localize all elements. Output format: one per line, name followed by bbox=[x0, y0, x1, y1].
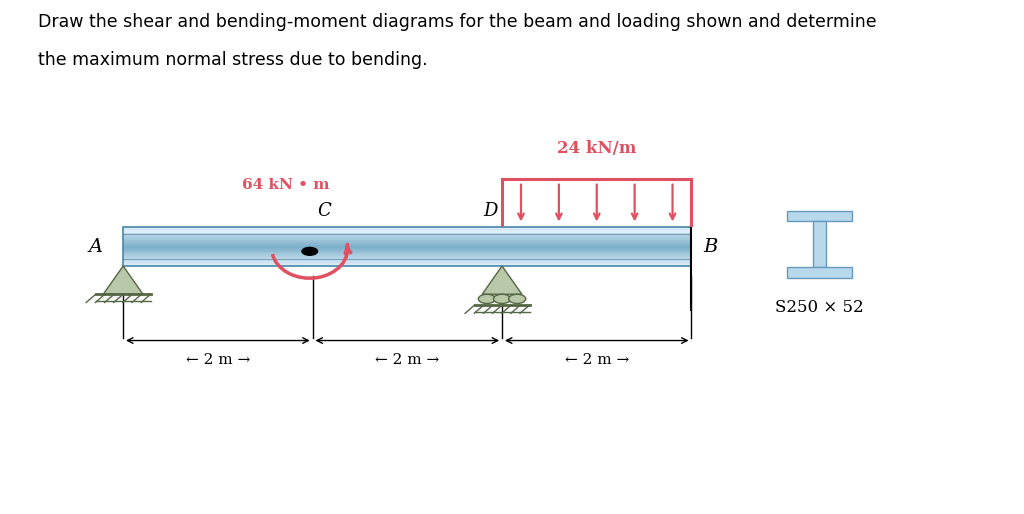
Text: D: D bbox=[483, 201, 498, 220]
Circle shape bbox=[301, 247, 318, 256]
Bar bbox=[123, 248, 691, 249]
Bar bbox=[123, 232, 691, 233]
Bar bbox=[123, 246, 691, 247]
Bar bbox=[123, 235, 691, 236]
Text: the maximum normal stress due to bending.: the maximum normal stress due to bending… bbox=[38, 51, 427, 69]
Bar bbox=[123, 247, 691, 248]
Circle shape bbox=[478, 294, 496, 303]
Bar bbox=[123, 259, 691, 260]
Text: ← 2 m →: ← 2 m → bbox=[375, 354, 439, 368]
Bar bbox=[123, 227, 691, 266]
Bar bbox=[123, 240, 691, 241]
Bar bbox=[787, 211, 852, 221]
Bar bbox=[123, 260, 691, 261]
Bar bbox=[123, 228, 691, 229]
Circle shape bbox=[509, 294, 525, 303]
Bar bbox=[123, 245, 691, 246]
Text: S250 × 52: S250 × 52 bbox=[775, 299, 863, 316]
Bar bbox=[123, 237, 691, 238]
Bar bbox=[123, 244, 691, 245]
Bar bbox=[123, 264, 691, 265]
Text: C: C bbox=[317, 201, 331, 220]
Text: Draw the shear and bending-moment diagrams for the beam and loading shown and de: Draw the shear and bending-moment diagra… bbox=[38, 13, 877, 31]
Bar bbox=[123, 229, 691, 230]
Bar bbox=[123, 249, 691, 250]
Bar bbox=[123, 261, 691, 262]
Bar bbox=[123, 263, 691, 264]
Text: 64 kN • m: 64 kN • m bbox=[242, 178, 329, 193]
Circle shape bbox=[494, 294, 511, 303]
Text: 24 kN/m: 24 kN/m bbox=[557, 140, 637, 157]
Bar bbox=[123, 238, 691, 239]
Bar bbox=[123, 233, 691, 234]
Bar bbox=[123, 253, 691, 254]
Bar bbox=[123, 231, 691, 232]
Bar bbox=[123, 227, 691, 228]
Bar bbox=[123, 230, 691, 231]
Bar bbox=[123, 236, 691, 237]
Bar bbox=[123, 230, 691, 233]
Bar bbox=[123, 254, 691, 255]
Bar bbox=[123, 251, 691, 252]
Bar bbox=[123, 256, 691, 258]
Bar bbox=[123, 234, 691, 235]
Text: ← 2 m →: ← 2 m → bbox=[564, 354, 629, 368]
Bar bbox=[123, 258, 691, 259]
Polygon shape bbox=[482, 266, 522, 294]
Bar bbox=[123, 241, 691, 242]
Bar bbox=[123, 265, 691, 266]
Bar bbox=[123, 239, 691, 240]
Text: B: B bbox=[703, 237, 718, 256]
Text: ← 2 m →: ← 2 m → bbox=[185, 354, 250, 368]
Bar bbox=[123, 250, 691, 251]
Bar bbox=[123, 255, 691, 256]
Bar bbox=[787, 267, 852, 278]
Text: A: A bbox=[88, 237, 102, 256]
Bar bbox=[813, 221, 825, 267]
Bar bbox=[123, 243, 691, 244]
Bar bbox=[123, 252, 691, 253]
Polygon shape bbox=[103, 266, 143, 294]
Bar bbox=[123, 262, 691, 263]
Bar bbox=[123, 242, 691, 243]
